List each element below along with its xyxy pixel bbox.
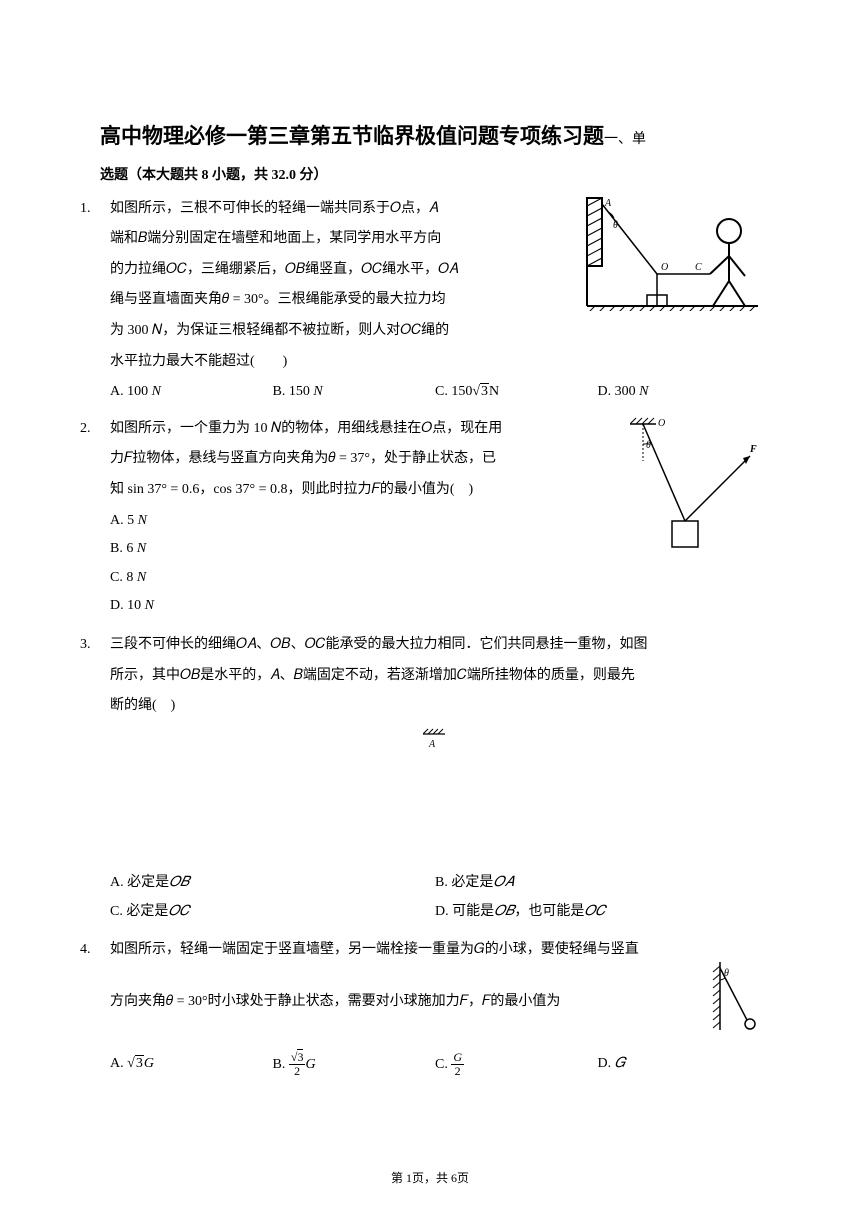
question-3: 3. 三段不可伸长的细绳𝑂𝐴、𝑂𝐵、𝑂𝐶能承受的最大拉力相同．它们共同悬挂一重物…	[100, 632, 760, 928]
question-number: 4.	[80, 937, 91, 964]
label-theta: θ	[613, 220, 618, 231]
option-d: D. 300 N	[598, 379, 761, 406]
q-line: 为 300 𝑁，为保证三根轻绳都不被拉断，则人对𝑂𝐶绳的	[110, 318, 760, 345]
label-O: O	[661, 262, 668, 273]
label-B: B	[648, 310, 654, 311]
question-1: 1.	[100, 196, 760, 406]
option-d: D. 10 N	[110, 593, 760, 620]
option-c: C. 8 N	[110, 565, 760, 592]
label-O: O	[658, 418, 665, 429]
q-line: 所示，其中𝑂𝐵是水平的，𝐴、𝐵端固定不动，若逐渐增加𝐶端所挂物体的质量，则最先	[110, 663, 760, 690]
section-type: 一、单	[604, 132, 646, 147]
option-b: B. 必定是𝑂𝐴	[435, 870, 760, 897]
q-line: 断的绳( )	[110, 693, 760, 720]
options: A. 100 N B. 150 N C. 150√3N D. 300 N	[110, 379, 760, 406]
options: A. √3G B. √32G C. G2 D. 𝐺	[110, 1051, 760, 1079]
question-number: 2.	[80, 416, 91, 443]
q1-figure: A θ O C B	[585, 196, 760, 322]
q-line: 水平拉力最大不能超过( )	[110, 349, 760, 376]
question-number: 1.	[80, 196, 91, 223]
label-A: A	[428, 739, 436, 750]
q3-figure: A	[110, 728, 760, 761]
option-a: A. 必定是𝑂𝐵	[110, 870, 435, 897]
option-c: C. 150√3N	[435, 379, 598, 406]
option-c: C. G2	[435, 1051, 598, 1079]
q-line: 三段不可伸长的细绳𝑂𝐴、𝑂𝐵、𝑂𝐶能承受的最大拉力相同．它们共同悬挂一重物，如图	[110, 632, 760, 659]
label-theta: θ	[646, 440, 651, 451]
main-title: 高中物理必修一第三章第五节临界极值问题专项练习题一、单	[100, 120, 760, 154]
q2-figure: O θ F	[630, 416, 760, 567]
question-2: 2. O θ	[100, 416, 760, 622]
question-number: 3.	[80, 632, 91, 659]
option-d: D. 可能是𝑂𝐵，也可能是𝑂𝐶	[435, 899, 760, 926]
q-line: 方向夹角𝜃 = 30°时小球处于静止状态，需要对小球施加力𝐹，𝐹的最小值为	[110, 989, 760, 1016]
question-body: 如图所示，轻绳一端固定于竖直墙壁，另一端栓接一重量为𝐺的小球，要使轻绳与竖直	[100, 937, 760, 1078]
option-d: D. 𝐺	[598, 1051, 761, 1079]
title-text: 高中物理必修一第三章第五节临界极值问题专项练习题	[100, 124, 604, 148]
page-footer: 第 1页，共 6页	[0, 1169, 860, 1186]
page-content: 高中物理必修一第三章第五节临界极值问题专项练习题一、单 选题（本大题共 8 小题…	[0, 0, 860, 1128]
label-theta: θ	[724, 968, 729, 979]
question-body: 三段不可伸长的细绳𝑂𝐴、𝑂𝐵、𝑂𝐶能承受的最大拉力相同．它们共同悬挂一重物，如图…	[100, 632, 760, 928]
label-F: F	[749, 444, 757, 455]
q4-figure: θ	[705, 960, 760, 1051]
option-b: B. 150 N	[273, 379, 436, 406]
option-c: C. 必定是𝑂𝐶	[110, 899, 435, 926]
section-info: 选题（本大题共 8 小题，共 32.0 分）	[100, 164, 760, 184]
option-a: A. √3G	[110, 1051, 273, 1079]
q-line: 如图所示，轻绳一端固定于竖直墙壁，另一端栓接一重量为𝐺的小球，要使轻绳与竖直	[110, 937, 760, 964]
options: A. 必定是𝑂𝐵 B. 必定是𝑂𝐴 C. 必定是𝑂𝐶 D. 可能是𝑂𝐵，也可能是…	[110, 870, 760, 927]
option-a: A. 100 N	[110, 379, 273, 406]
label-A: A	[604, 198, 612, 209]
label-C: C	[695, 262, 702, 273]
question-4: 4. 如图所示，轻绳一端固定于竖直墙壁，另一端栓接一重量为𝐺的小球，要使轻绳与竖…	[100, 937, 760, 1078]
option-b: B. √32G	[273, 1051, 436, 1079]
